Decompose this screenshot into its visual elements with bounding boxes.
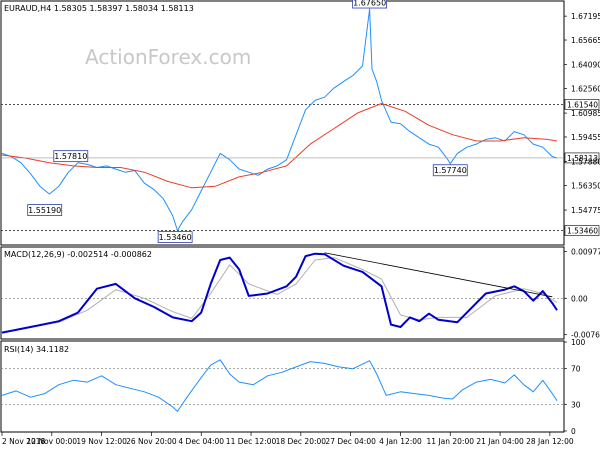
- x-tick-label: 11 Dec 12:00: [226, 437, 277, 446]
- axes: 1.61540 1.53460 1.58113 1.67195 1.65665 1.640…: [1, 12, 600, 446]
- price-hline-tag: [564, 99, 600, 110]
- x-tick-label: 2 Nov 2018: [2, 437, 45, 446]
- price-annotation-box: [157, 231, 193, 243]
- price-y-tick-label: 1.54775: [571, 206, 600, 215]
- price-annotation-label: 1.53460: [159, 233, 192, 242]
- x-tick-label: 4 Jan 12:00: [379, 437, 422, 446]
- price-annotation-box: [432, 164, 468, 177]
- price-y-tick-label: 1.64090: [571, 61, 600, 70]
- price-hline-label: 1.53460: [567, 227, 598, 236]
- x-tick-label: 27 Dec 04:00: [325, 437, 376, 446]
- price-y-tick-label: 1.67195: [571, 12, 600, 21]
- price-y-tick-label: 1.56350: [571, 181, 600, 190]
- price-y-tick-label: 1.65665: [571, 36, 600, 45]
- macd-y-tick-label: -0.007609: [571, 331, 600, 340]
- price-y-tick-label: 1.57880: [571, 158, 600, 167]
- rsi-y-tick-label: 0: [571, 427, 576, 436]
- macd-y-tick-label: 0.00: [571, 294, 588, 303]
- x-tick-label: 19 Nov 12:00: [76, 437, 127, 446]
- price-series-line: [1, 8, 558, 232]
- price-y-tick-label: 1.59455: [571, 133, 600, 142]
- x-tick-label: 28 Jan 12:00: [526, 437, 574, 446]
- price-annotation-label: 1.67650: [353, 0, 386, 8]
- last-price-tag: [564, 152, 600, 164]
- x-tick-label: 26 Nov 20:00: [126, 437, 177, 446]
- macd-trendline: [324, 252, 553, 298]
- price-annotation-label: 1.57810: [54, 152, 87, 161]
- price-annotation-label: 1.57740: [434, 166, 467, 175]
- rsi-panel-title: RSI(14) 34.1182: [4, 345, 69, 354]
- rsi-y-tick-label: 100: [571, 338, 586, 347]
- rsi-y-tick-label: 30: [571, 400, 581, 409]
- rsi-line: [1, 359, 558, 412]
- rsi-y-tick-label: 70: [571, 365, 581, 374]
- price-hline-tag: [564, 225, 600, 236]
- price-y-tick-label: 1.60985: [571, 109, 600, 118]
- price-annotation-box: [352, 0, 388, 9]
- macd-main-line: [1, 252, 558, 334]
- price-annotation-box: [27, 204, 63, 216]
- price-panel-frame: [0, 0, 565, 246]
- macd-signal-line: [1, 257, 558, 333]
- x-tick-label: 18 Dec 20:00: [276, 437, 327, 446]
- last-price-label: 1.58113: [567, 154, 598, 163]
- x-tick-label: 4 Dec 04:00: [178, 437, 224, 446]
- price-panel-title: EURAUD,H4 1.58305 1.58397 1.58034 1.5811…: [4, 4, 194, 13]
- rsi-plot: [1, 359, 564, 412]
- price-annotation-box: [53, 150, 89, 163]
- rsi-panel-frame: [0, 340, 565, 433]
- x-tick-label: 11 Jan 20:00: [427, 437, 475, 446]
- moving-average-line: [1, 103, 558, 189]
- x-tick-label: 21 Jan 04:00: [476, 437, 524, 446]
- x-tick-label: 12 Nov 00:00: [27, 437, 78, 446]
- price-annotation-label: 1.55190: [28, 206, 61, 215]
- macd-y-tick-label: 0.009771: [571, 247, 600, 256]
- price-plot: 1.67650 1.57810 1.55190 1.53460 1.57740: [1, 0, 564, 243]
- price-hline-label: 1.61540: [567, 100, 598, 109]
- macd-panel-frame: [0, 246, 565, 340]
- watermark: ActionForex.com: [85, 45, 251, 69]
- macd-plot: [1, 252, 564, 334]
- macd-panel-title: MACD(12,26,9) -0.002514 -0.000862: [4, 250, 152, 259]
- price-y-tick-label: 1.62560: [571, 84, 600, 93]
